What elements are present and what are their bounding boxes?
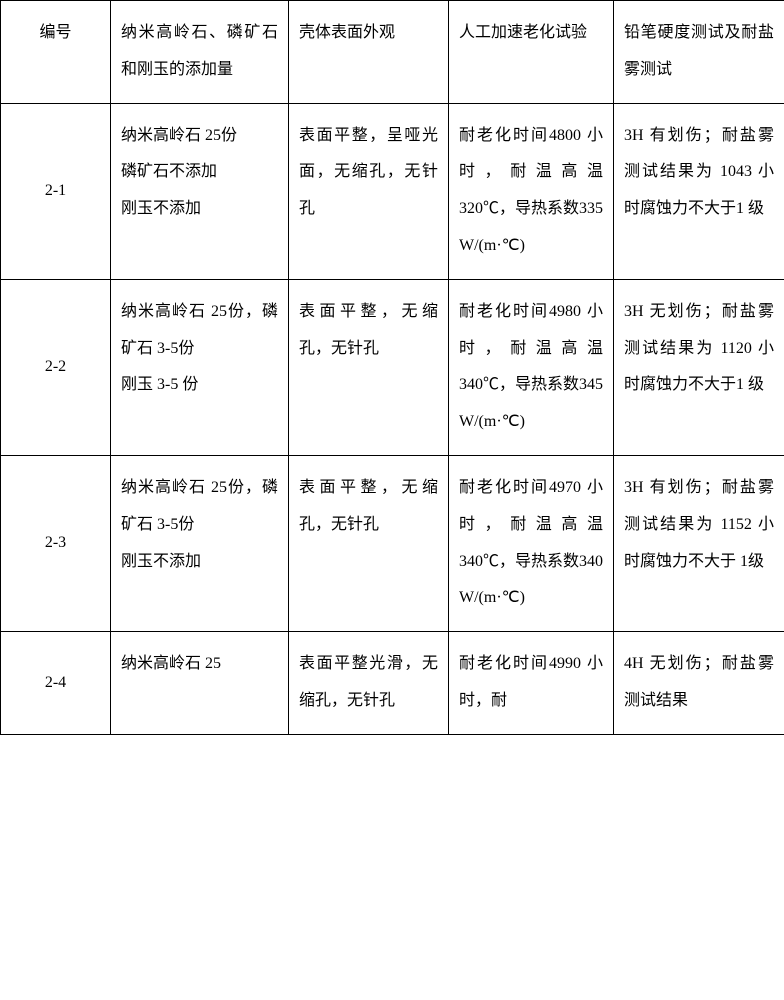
header-id: 编号 bbox=[1, 1, 111, 104]
cell-additive: 纳米高岭石 25份，磷矿石 3-5份刚玉不添加 bbox=[111, 455, 289, 631]
cell-surface: 表面平整光滑，无缩孔，无针孔 bbox=[289, 632, 449, 735]
header-additive: 纳米高岭石、磷矿石和刚玉的添加量 bbox=[111, 1, 289, 104]
header-aging: 人工加速老化试验 bbox=[449, 1, 614, 104]
table-row: 2-3 纳米高岭石 25份，磷矿石 3-5份刚玉不添加 表面平整，无缩孔，无针孔… bbox=[1, 455, 784, 631]
data-table: 编号 纳米高岭石、磷矿石和刚玉的添加量 壳体表面外观 人工加速老化试验 铅笔硬度… bbox=[0, 0, 784, 735]
cell-hardness: 3H 有划伤；耐盐雾测试结果为 1152 小时腐蚀力不大于 1级 bbox=[614, 455, 784, 631]
table-row: 2-2 纳米高岭石 25份，磷矿石 3-5份刚玉 3-5 份 表面平整，无缩孔，… bbox=[1, 279, 784, 455]
cell-aging: 耐老化时间4800 小时，耐温高温 320℃，导热系数335 W/(m·℃) bbox=[449, 103, 614, 279]
cell-surface: 表面平整，呈哑光面，无缩孔，无针孔 bbox=[289, 103, 449, 279]
table-row: 2-4 纳米高岭石 25 表面平整光滑，无缩孔，无针孔 耐老化时间4990 小时… bbox=[1, 632, 784, 735]
header-surface: 壳体表面外观 bbox=[289, 1, 449, 104]
cell-id: 2-1 bbox=[1, 103, 111, 279]
cell-aging: 耐老化时间4970 小时，耐温高温 340℃，导热系数340 W/(m·℃) bbox=[449, 455, 614, 631]
cell-hardness: 3H 有划伤；耐盐雾测试结果为 1043 小时腐蚀力不大于1 级 bbox=[614, 103, 784, 279]
cell-id: 2-2 bbox=[1, 279, 111, 455]
header-hardness: 铅笔硬度测试及耐盐雾测试 bbox=[614, 1, 784, 104]
cell-hardness: 3H 无划伤；耐盐雾测试结果为 1120 小时腐蚀力不大于1 级 bbox=[614, 279, 784, 455]
table-header-row: 编号 纳米高岭石、磷矿石和刚玉的添加量 壳体表面外观 人工加速老化试验 铅笔硬度… bbox=[1, 1, 784, 104]
cell-additive: 纳米高岭石 25份，磷矿石 3-5份刚玉 3-5 份 bbox=[111, 279, 289, 455]
cell-surface: 表面平整，无缩孔，无针孔 bbox=[289, 279, 449, 455]
cell-additive: 纳米高岭石 25 bbox=[111, 632, 289, 735]
cell-aging: 耐老化时间4990 小时，耐 bbox=[449, 632, 614, 735]
cell-aging: 耐老化时间4980 小时，耐温高温 340℃，导热系数345 W/(m·℃) bbox=[449, 279, 614, 455]
cell-id: 2-3 bbox=[1, 455, 111, 631]
cell-id: 2-4 bbox=[1, 632, 111, 735]
cell-additive: 纳米高岭石 25份磷矿石不添加刚玉不添加 bbox=[111, 103, 289, 279]
cell-surface: 表面平整，无缩孔，无针孔 bbox=[289, 455, 449, 631]
cell-hardness: 4H 无划伤；耐盐雾测试结果 bbox=[614, 632, 784, 735]
table-row: 2-1 纳米高岭石 25份磷矿石不添加刚玉不添加 表面平整，呈哑光面，无缩孔，无… bbox=[1, 103, 784, 279]
